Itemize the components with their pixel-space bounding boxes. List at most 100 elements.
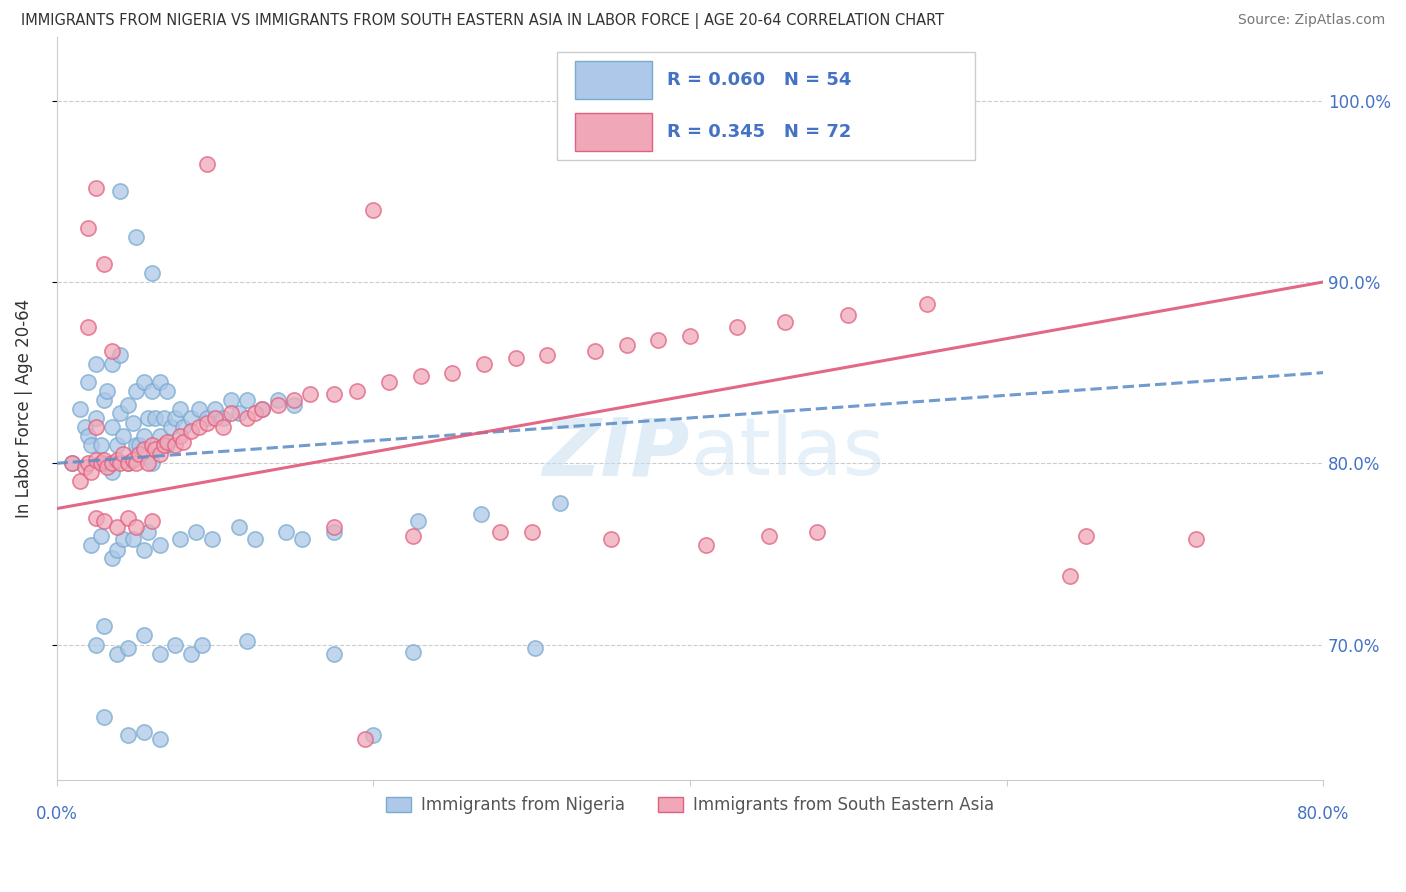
Point (101, 466, 124, 480)
Point (536, 347, 558, 361)
Point (112, 447, 135, 461)
Point (128, 438, 150, 452)
Point (84, 357, 107, 371)
Text: atlas: atlas (690, 415, 884, 492)
Point (148, 647, 170, 661)
Point (378, 375, 401, 389)
Text: R = 0.345   N = 72: R = 0.345 N = 72 (666, 123, 852, 141)
Point (291, 533, 314, 547)
Point (77, 320, 100, 334)
Point (806, 525, 828, 540)
Point (93, 392, 115, 407)
Point (298, 387, 321, 401)
Point (93, 257, 115, 271)
Point (195, 411, 218, 425)
Point (93, 514, 115, 528)
Point (354, 731, 377, 746)
Point (125, 456, 148, 470)
Point (101, 550, 124, 565)
Text: R = 0.060   N = 54: R = 0.060 N = 54 (666, 71, 852, 89)
Point (77, 456, 100, 470)
Point (132, 442, 155, 456)
Point (169, 533, 191, 547)
Point (112, 533, 135, 547)
Point (125, 438, 148, 452)
Point (184, 525, 207, 540)
Point (121, 417, 143, 431)
Point (195, 417, 218, 431)
Point (108, 347, 131, 361)
Point (647, 120, 669, 135)
Point (141, 456, 163, 470)
Point (211, 411, 233, 425)
Point (837, 308, 859, 322)
Point (402, 645, 425, 659)
Point (101, 343, 124, 358)
Point (322, 647, 344, 661)
Text: Source: ZipAtlas.com: Source: ZipAtlas.com (1237, 13, 1385, 28)
Point (75, 420, 97, 434)
Point (361, 202, 384, 217)
Point (235, 634, 257, 648)
Point (523, 641, 546, 656)
Legend: Immigrants from Nigeria, Immigrants from South Eastern Asia: Immigrants from Nigeria, Immigrants from… (380, 789, 1001, 821)
Point (283, 398, 305, 412)
Point (156, 438, 179, 452)
Point (165, 411, 187, 425)
Point (188, 420, 211, 434)
Point (148, 731, 170, 746)
Point (112, 429, 135, 443)
FancyBboxPatch shape (557, 52, 974, 160)
Point (62, 456, 84, 470)
Point (165, 438, 187, 452)
Point (616, 338, 638, 352)
Point (125, 229, 148, 244)
Point (219, 392, 242, 407)
Point (917, 297, 939, 311)
Point (156, 434, 179, 449)
Point (406, 514, 429, 528)
Point (138, 525, 160, 540)
Text: ZIP: ZIP (543, 415, 690, 492)
Point (283, 392, 305, 407)
Point (117, 456, 139, 470)
Point (84, 510, 107, 524)
Text: 80.0%: 80.0% (1296, 805, 1350, 823)
Point (647, 333, 669, 347)
Point (80, 538, 103, 552)
Point (141, 384, 163, 398)
Point (84, 411, 107, 425)
Point (409, 369, 432, 384)
Point (93, 619, 115, 633)
Point (141, 514, 163, 528)
Point (80, 466, 103, 480)
Point (125, 519, 148, 533)
Point (69, 401, 91, 416)
Point (204, 411, 226, 425)
Point (211, 420, 233, 434)
Point (470, 507, 492, 521)
Point (322, 387, 344, 401)
Point (267, 392, 290, 407)
Point (117, 398, 139, 412)
Point (105, 519, 128, 533)
Point (105, 647, 128, 661)
Point (402, 529, 425, 543)
Point (1185, 533, 1208, 547)
Point (108, 185, 131, 199)
Point (93, 710, 115, 724)
Point (228, 519, 250, 533)
Point (472, 357, 495, 371)
Point (599, 533, 621, 547)
Point (159, 420, 181, 434)
Point (276, 525, 298, 540)
Point (121, 533, 143, 547)
Point (69, 475, 91, 489)
Point (143, 442, 166, 456)
Point (548, 496, 571, 510)
Point (219, 405, 242, 419)
Point (108, 456, 131, 470)
Point (180, 424, 202, 438)
Point (84, 638, 107, 652)
Text: 0.0%: 0.0% (35, 805, 77, 823)
